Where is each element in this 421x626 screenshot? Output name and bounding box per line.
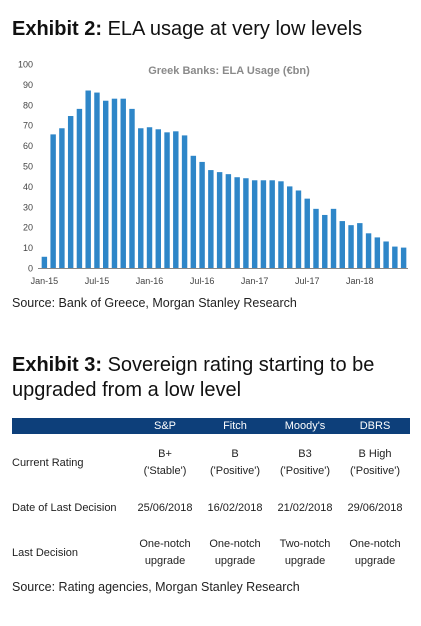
table-cell: B3 ('Positive') xyxy=(279,448,331,477)
bar xyxy=(59,128,65,268)
bar xyxy=(278,181,284,268)
bar xyxy=(392,246,398,268)
bar xyxy=(260,180,267,268)
exhibit-3-number: Exhibit 3: xyxy=(12,354,103,376)
bar xyxy=(129,108,135,268)
bar xyxy=(164,132,170,268)
exhibit-2-number: Exhibit 2: xyxy=(12,18,103,40)
table-cell: 25/06/2018 xyxy=(137,501,193,514)
table-row: Last Decision One-notch upgrade One-notch… xyxy=(12,524,410,582)
y-tick-label: 50 xyxy=(23,162,33,172)
row-label: Current Rating xyxy=(12,456,84,469)
bar xyxy=(374,237,381,268)
ratings-table: S&P Fitch Moody's DBRS Current Rating B+… xyxy=(12,418,410,582)
header-sp: S&P xyxy=(130,418,200,434)
bar xyxy=(365,233,372,268)
bar xyxy=(400,247,407,268)
table-cell: B ('Positive') xyxy=(209,448,261,477)
bar xyxy=(103,100,109,268)
exhibit-2-source: Source: Bank of Greece, Morgan Stanley R… xyxy=(12,296,297,310)
bar xyxy=(295,190,302,268)
bar xyxy=(339,221,345,268)
bar xyxy=(138,128,144,268)
bar xyxy=(146,127,153,269)
bar xyxy=(94,92,100,268)
row-label: Date of Last Decision xyxy=(12,501,117,514)
bar xyxy=(330,208,337,268)
exhibit-2-heading: ELA usage at very low levels xyxy=(107,18,363,40)
ratings-header-row: S&P Fitch Moody's DBRS xyxy=(12,418,410,434)
table-cell: 21/02/2018 xyxy=(277,501,333,514)
x-tick-label: Jan-15 xyxy=(31,276,59,286)
bar xyxy=(348,225,354,268)
bar xyxy=(225,174,232,268)
ela-chart-svg: Greek Banks: ELA Usage (€bn) 0 10 20 30 40 50 6… xyxy=(18,60,408,286)
table-cell: One-notch upgrade xyxy=(139,538,191,567)
bar xyxy=(41,256,48,268)
bar xyxy=(76,108,83,268)
bar xyxy=(383,241,389,268)
exhibit-3-title: Exhibit 3: Sovereign rating starting to … xyxy=(12,353,412,403)
x-tick-label: Jul-16 xyxy=(190,276,215,286)
chart-title: Greek Banks: ELA Usage (€bn) xyxy=(148,65,310,77)
table-cell: Two-notch upgrade xyxy=(279,538,331,567)
x-tick-label: Jan-16 xyxy=(136,276,164,286)
bar xyxy=(155,129,161,268)
x-tick-label: Jan-18 xyxy=(346,276,374,286)
exhibit-3-source: Source: Rating agencies, Morgan Stanley … xyxy=(12,580,300,594)
bar xyxy=(67,116,74,269)
row-label: Last Decision xyxy=(12,546,79,559)
x-tick-label: Jul-15 xyxy=(85,276,110,286)
table-cell: B High ('Positive') xyxy=(349,448,401,477)
bar xyxy=(251,180,258,268)
header-moodys: Moody's xyxy=(270,418,340,434)
y-tick-label: 100 xyxy=(18,60,33,70)
bar xyxy=(313,208,319,268)
y-tick-label: 90 xyxy=(23,80,33,90)
ela-chart: Greek Banks: ELA Usage (€bn) 0 10 20 30 40 50 6… xyxy=(0,52,421,292)
table-cell: One-notch upgrade xyxy=(209,538,261,567)
y-tick-label: 10 xyxy=(23,243,33,253)
bar xyxy=(304,198,310,268)
bar xyxy=(234,177,240,268)
bar xyxy=(208,170,214,268)
y-tick-label: 40 xyxy=(23,182,33,192)
bar xyxy=(357,223,363,268)
table-cell: B+ ('Stable') xyxy=(143,448,187,477)
bar xyxy=(287,186,293,268)
bar xyxy=(216,172,223,268)
y-tick-label: 60 xyxy=(23,141,33,151)
bar xyxy=(199,161,205,268)
y-tick-label: 80 xyxy=(23,100,33,110)
table-cell: One-notch upgrade xyxy=(349,538,401,567)
bar xyxy=(173,131,179,268)
bar xyxy=(120,98,126,269)
bar xyxy=(181,135,188,268)
exhibit-2-title: Exhibit 2: ELA usage at very low levels xyxy=(12,17,362,42)
bar xyxy=(111,98,118,269)
bar xyxy=(190,155,197,268)
table-row: Date of Last Decision 25/06/2018 16/02/2… xyxy=(12,492,410,524)
bar xyxy=(50,134,56,268)
bar xyxy=(243,178,249,268)
y-tick-label: 70 xyxy=(23,121,33,131)
table-cell: 16/02/2018 xyxy=(207,501,263,514)
y-tick-label: 0 xyxy=(28,264,33,274)
bar xyxy=(85,90,91,268)
bar xyxy=(269,180,275,268)
y-tick-label: 30 xyxy=(23,202,33,212)
header-dbrs: DBRS xyxy=(340,418,410,434)
header-fitch: Fitch xyxy=(200,418,270,434)
x-tick-label: Jan-17 xyxy=(241,276,269,286)
y-tick-label: 20 xyxy=(23,223,33,233)
x-tick-label: Jul-17 xyxy=(295,276,320,286)
bar xyxy=(322,214,328,268)
exhibit-3-heading: Sovereign rating starting to be upgraded… xyxy=(12,354,375,401)
table-row: Current Rating B+ ('Stable') B ('Positive'… xyxy=(12,434,410,492)
header-empty-cell xyxy=(12,418,130,434)
table-cell: 29/06/2018 xyxy=(347,501,403,514)
